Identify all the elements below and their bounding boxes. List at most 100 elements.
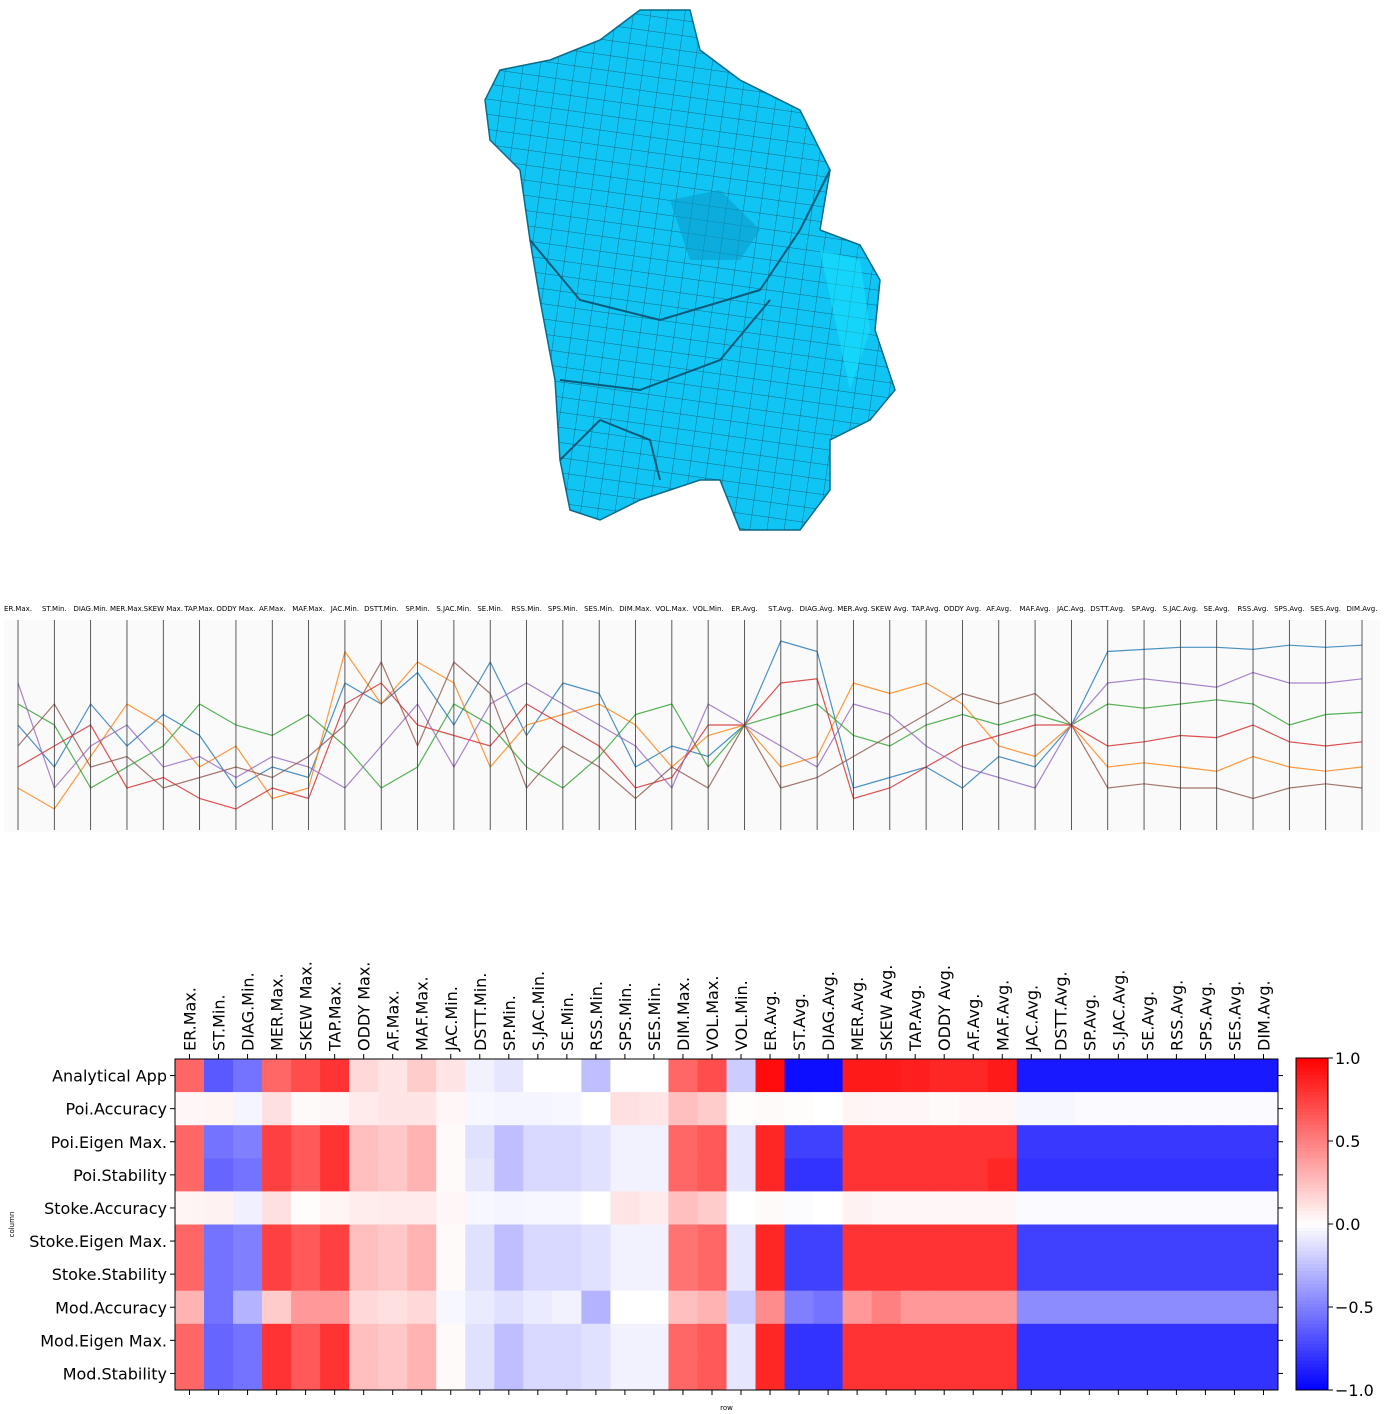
colorbar-step — [1296, 1184, 1328, 1188]
heat-cell — [756, 1125, 786, 1159]
heat-cell — [465, 1125, 495, 1159]
heat-cell — [378, 1092, 408, 1126]
heat-cell — [1046, 1357, 1076, 1391]
heat-cell — [1017, 1357, 1047, 1391]
heat-cell — [814, 1357, 844, 1391]
heat-cell — [378, 1125, 408, 1159]
heat-cell — [494, 1191, 524, 1225]
heat-cell — [959, 1225, 989, 1259]
heat-cell — [1220, 1125, 1250, 1159]
heat-cell — [872, 1225, 902, 1259]
heat-cell — [843, 1324, 873, 1358]
colorbar-tick-label: 0.0 — [1335, 1215, 1360, 1234]
heat-cell — [523, 1258, 553, 1292]
heat-cell — [552, 1324, 582, 1358]
heat-cell — [407, 1291, 437, 1325]
colorbar-step — [1296, 1237, 1328, 1241]
heat-cell — [378, 1191, 408, 1225]
heat-cell — [727, 1258, 757, 1292]
colorbar-step — [1296, 1138, 1328, 1142]
colorbar-step — [1296, 1274, 1328, 1278]
column-label: DSTT.Min. — [471, 973, 490, 1051]
x-axis-title: row — [720, 1404, 733, 1412]
heat-cell — [494, 1059, 524, 1093]
colorbar-step — [1296, 1194, 1328, 1198]
heat-cell — [523, 1191, 553, 1225]
column-label: AF.Max. — [384, 990, 403, 1051]
heat-cell — [727, 1324, 757, 1358]
colorbar-step — [1296, 1224, 1328, 1228]
heat-cell — [1249, 1092, 1279, 1126]
heat-cell — [233, 1357, 263, 1391]
heat-cell — [1162, 1258, 1192, 1292]
row-label: Poi.Eigen Max. — [51, 1133, 167, 1152]
heat-cell — [465, 1357, 495, 1391]
row-label: Mod.Accuracy — [55, 1298, 167, 1317]
axis-label: DIM.Avg. — [1347, 605, 1378, 613]
heat-cell — [465, 1324, 495, 1358]
heat-cell — [901, 1258, 931, 1292]
heat-cell — [1191, 1291, 1221, 1325]
heat-cell — [1075, 1324, 1105, 1358]
heat-cell — [901, 1324, 931, 1358]
colorbar-step — [1296, 1244, 1328, 1248]
colorbar-step — [1296, 1181, 1328, 1185]
column-label: SPS.Min. — [616, 982, 635, 1051]
row-label: Stoke.Eigen Max. — [29, 1232, 167, 1251]
heat-cell — [552, 1191, 582, 1225]
heat-cell — [494, 1357, 524, 1391]
colorbar-step — [1296, 1141, 1328, 1145]
axis-label: DSTT.Avg. — [1090, 605, 1125, 613]
heat-cell — [204, 1125, 234, 1159]
heat-cell — [204, 1158, 234, 1192]
heat-cell — [233, 1125, 263, 1159]
figure: ER.Max.ST.Min.DIAG.Min.MER.Max.SKEW Max.… — [0, 0, 1390, 1414]
heat-cell — [1104, 1125, 1134, 1159]
heat-cell — [727, 1191, 757, 1225]
heat-cell — [959, 1191, 989, 1225]
heat-cell — [814, 1059, 844, 1093]
heat-cell — [494, 1158, 524, 1192]
heat-cell — [407, 1357, 437, 1391]
heat-cell — [407, 1324, 437, 1358]
column-label: VOL.Min. — [732, 980, 751, 1051]
heat-cell — [349, 1291, 379, 1325]
colorbar-step — [1296, 1327, 1328, 1331]
colorbar-step — [1296, 1151, 1328, 1155]
heat-cell — [872, 1059, 902, 1093]
page: ER.Max.ST.Min.DIAG.Min.MER.Max.SKEW Max.… — [0, 0, 1390, 1414]
colorbar-step — [1296, 1217, 1328, 1221]
heat-cell — [262, 1324, 292, 1358]
heat-cell — [291, 1357, 321, 1391]
heat-cell — [581, 1125, 611, 1159]
axis-label: MER.Max. — [110, 605, 144, 613]
axis-label: MAF.Avg. — [1020, 605, 1051, 613]
colorbar-step — [1296, 1158, 1328, 1162]
heat-cell — [175, 1158, 205, 1192]
heat-cell — [262, 1225, 292, 1259]
axis-label: TAP.Avg. — [911, 605, 941, 613]
heat-cell — [697, 1092, 727, 1126]
heat-cell — [320, 1291, 350, 1325]
heat-cell — [697, 1125, 727, 1159]
colorbar-step — [1296, 1251, 1328, 1255]
heat-cell — [1017, 1324, 1047, 1358]
column-label: SES.Min. — [645, 982, 664, 1051]
heat-cell — [407, 1225, 437, 1259]
colorbar-step — [1296, 1197, 1328, 1201]
row-label: Mod.Stability — [63, 1364, 167, 1383]
heat-cell — [1133, 1357, 1163, 1391]
heat-cell — [668, 1258, 698, 1292]
colorbar-step — [1296, 1211, 1328, 1215]
column-label: S.JAC.Avg. — [1109, 970, 1128, 1051]
heat-cell — [668, 1291, 698, 1325]
colorbar-step — [1296, 1294, 1328, 1298]
column-label: MAF.Avg. — [993, 980, 1012, 1051]
heat-cell — [262, 1357, 292, 1391]
heat-cell — [901, 1059, 931, 1093]
heat-cell — [930, 1191, 960, 1225]
heat-cell — [756, 1258, 786, 1292]
heat-cell — [785, 1357, 815, 1391]
heat-cell — [1220, 1258, 1250, 1292]
heat-cell — [1104, 1059, 1134, 1093]
